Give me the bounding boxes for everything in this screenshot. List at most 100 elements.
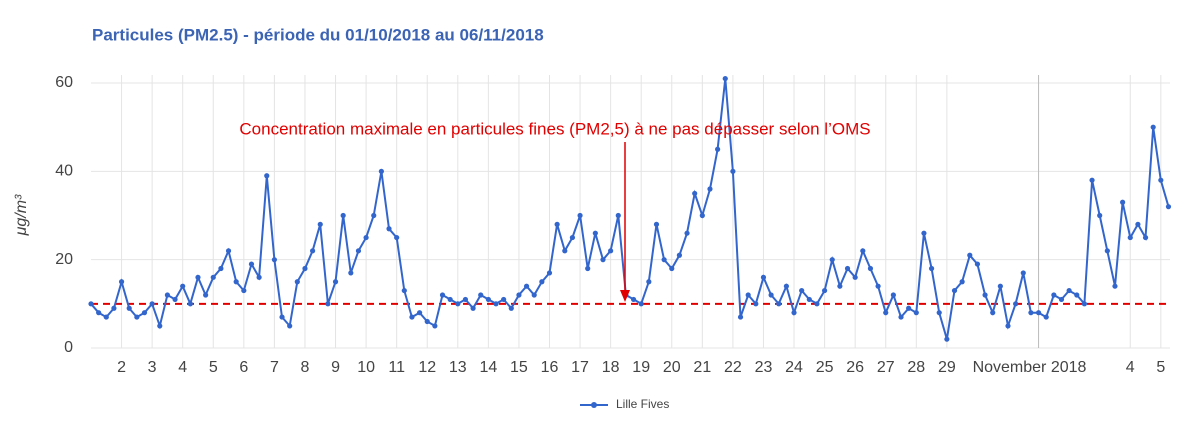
data-point	[867, 265, 874, 272]
data-point	[126, 305, 132, 311]
data-point	[1104, 248, 1110, 254]
data-point	[592, 230, 598, 236]
data-point	[1013, 301, 1019, 307]
data-point	[661, 257, 667, 263]
data-point	[844, 265, 851, 272]
data-point	[585, 265, 591, 272]
data-point	[997, 283, 1003, 289]
y-tick-label: 20	[55, 251, 73, 268]
data-point	[409, 314, 415, 320]
legend: Lille Fives	[580, 397, 669, 411]
data-point	[233, 279, 239, 285]
data-point	[577, 212, 583, 219]
x-tick-label: 24	[785, 359, 803, 376]
data-point	[562, 248, 568, 254]
data-point	[906, 305, 912, 311]
data-point	[837, 283, 843, 289]
x-tick-label: 4	[1126, 359, 1135, 376]
data-point	[195, 274, 201, 280]
series-line	[90, 78, 1170, 340]
data-point	[149, 301, 155, 307]
data-point	[424, 318, 430, 325]
data-point	[516, 292, 522, 298]
data-point	[821, 287, 828, 294]
data-point	[1074, 292, 1080, 298]
data-point	[470, 305, 476, 311]
data-point	[875, 283, 881, 289]
data-point	[852, 274, 858, 280]
data-point	[646, 279, 652, 285]
data-point	[799, 287, 805, 294]
data-point	[96, 310, 102, 316]
data-point	[478, 292, 484, 298]
data-point	[378, 168, 384, 174]
x-tick-label: 19	[632, 359, 650, 376]
data-point	[264, 173, 270, 179]
data-point	[707, 186, 713, 192]
data-point	[546, 270, 553, 276]
data-point	[959, 279, 965, 285]
data-point	[608, 248, 614, 254]
data-point	[967, 252, 973, 258]
data-point	[928, 265, 935, 272]
data-point	[1066, 287, 1072, 294]
data-point	[256, 274, 262, 280]
data-point	[1035, 310, 1042, 316]
data-point	[760, 274, 767, 280]
data-point	[523, 283, 530, 289]
data-point	[1112, 283, 1118, 289]
data-point	[157, 323, 163, 329]
data-point	[554, 221, 560, 227]
data-point	[982, 292, 988, 298]
x-tick-label: 29	[938, 359, 956, 376]
data-point	[508, 305, 514, 311]
data-point	[715, 146, 721, 152]
x-tick-label: 3	[148, 359, 157, 376]
data-point	[371, 212, 377, 219]
data-point	[890, 292, 896, 298]
data-point	[164, 292, 171, 298]
data-point	[783, 283, 789, 289]
data-point	[218, 265, 224, 272]
data-point	[455, 301, 461, 307]
x-tick-label: 23	[755, 359, 773, 376]
data-point	[241, 287, 247, 294]
data-point	[447, 296, 453, 303]
data-point	[279, 314, 285, 320]
x-tick-label: 25	[816, 359, 834, 376]
data-point	[1005, 323, 1011, 329]
x-tick-label: 15	[510, 359, 528, 376]
data-point	[539, 279, 545, 285]
x-tick-label: 5	[209, 359, 218, 376]
data-point	[401, 287, 407, 294]
data-point	[692, 190, 698, 197]
x-tick-label: 17	[571, 359, 589, 376]
x-tick-label: 2	[117, 359, 126, 376]
data-point	[1028, 310, 1034, 316]
data-point	[730, 168, 736, 174]
data-point	[806, 296, 812, 303]
data-point	[225, 248, 232, 254]
data-point	[1135, 221, 1141, 227]
chart-title: Particules (PM2.5) - période du 01/10/20…	[92, 25, 544, 44]
data-point	[1081, 301, 1088, 307]
data-point	[416, 310, 423, 316]
data-point	[722, 75, 728, 82]
x-tick-label: 16	[541, 359, 559, 376]
x-tick-label: 6	[239, 359, 248, 376]
data-point	[921, 230, 927, 236]
data-point	[1127, 234, 1133, 241]
data-point	[569, 234, 576, 241]
data-point	[814, 301, 820, 307]
x-tick-label: 5	[1156, 359, 1165, 376]
data-point	[1150, 124, 1156, 130]
data-point	[439, 292, 446, 298]
data-point	[860, 248, 866, 254]
data-point	[493, 301, 499, 307]
data-point	[776, 301, 782, 307]
data-point	[531, 292, 537, 298]
legend-label: Lille Fives	[616, 397, 669, 411]
data-point	[103, 314, 109, 320]
